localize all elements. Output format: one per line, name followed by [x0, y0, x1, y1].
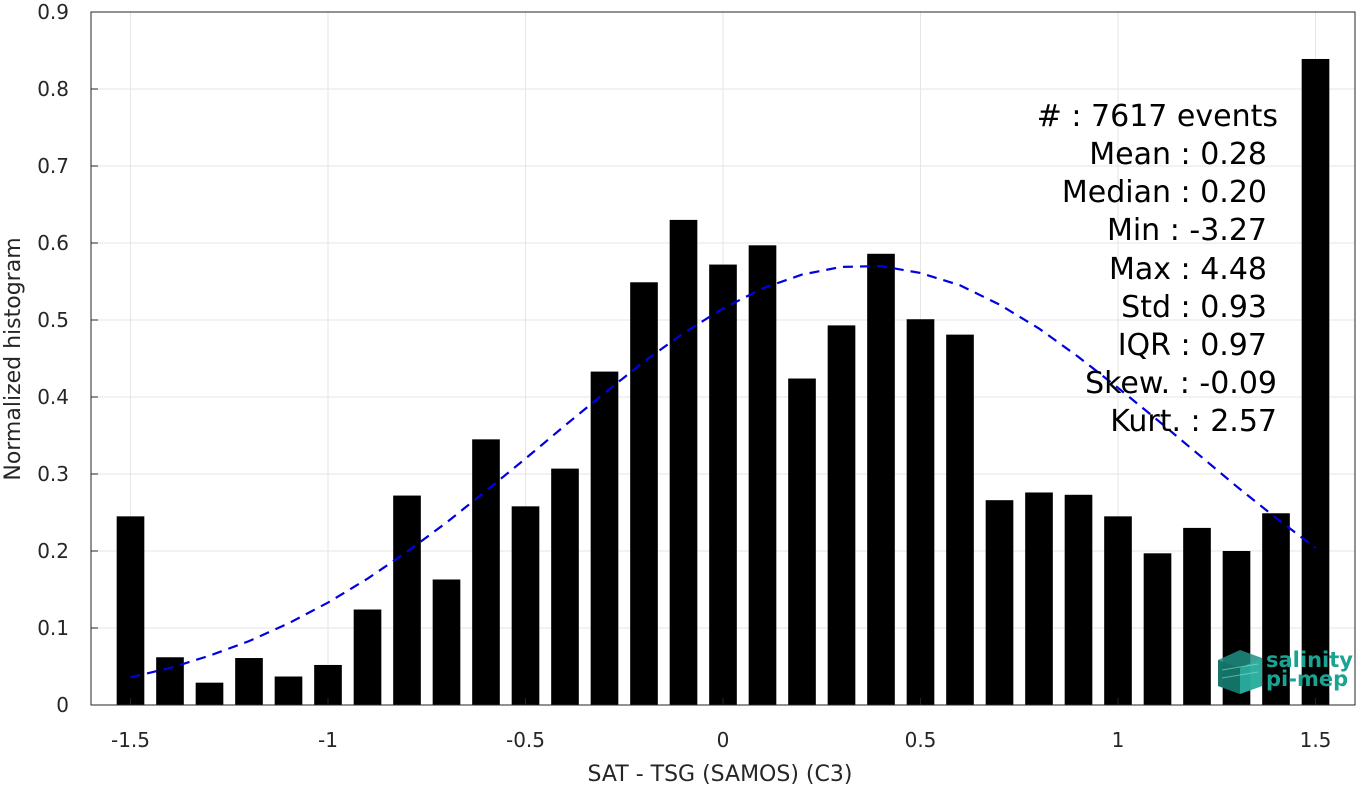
x-axis-label: SAT - TSG (SAMOS) (C3)	[588, 762, 853, 785]
statistics-annotation: # : 7617 events Mean : 0.28 Median : 0.2…	[1037, 99, 1278, 439]
histogram-bar	[393, 495, 421, 705]
y-tick-label: 0.5	[37, 308, 69, 332]
logo-text-salinity: salinity	[1266, 648, 1353, 672]
histogram-bar	[1143, 553, 1172, 705]
y-tick-label: 0.3	[37, 462, 69, 486]
histogram-bar	[867, 253, 895, 705]
histogram-bar	[669, 219, 698, 705]
histogram-bar	[116, 516, 145, 705]
histogram-bar	[985, 500, 1014, 705]
x-tick-label: 1	[1112, 728, 1125, 752]
histogram-bar	[1183, 527, 1211, 705]
histogram-bar	[630, 282, 658, 705]
histogram-bar	[1262, 513, 1290, 705]
stat-min: Min : -3.27	[1107, 213, 1267, 248]
salinity-pimep-logo: salinity pi-mep	[1218, 648, 1353, 694]
x-tick-label: -0.5	[506, 728, 545, 752]
stat-iqr: IQR : 0.97	[1118, 328, 1267, 363]
histogram-bar	[551, 468, 579, 705]
histogram-bar	[946, 334, 974, 705]
y-tick-label: 0.1	[37, 616, 69, 640]
histogram-bar	[511, 506, 540, 705]
histogram-bar	[1025, 492, 1053, 705]
histogram-bar	[788, 378, 816, 705]
histogram-bar	[590, 371, 619, 705]
histogram-bar	[432, 579, 461, 705]
y-axis-ticks: 0 0.1 0.2 0.3 0.4 0.5 0.6 0.7 0.8 0.9	[37, 0, 98, 717]
histogram-bar	[235, 658, 263, 705]
histogram-bar	[827, 325, 856, 705]
y-tick-label: 0.7	[37, 154, 69, 178]
x-tick-label: -1	[318, 728, 338, 752]
stat-mean: Mean : 0.28	[1089, 137, 1267, 172]
stat-median: Median : 0.20	[1062, 175, 1267, 210]
histogram-bar	[472, 439, 500, 705]
y-tick-label: 0.4	[37, 385, 69, 409]
logo-cube-icon	[1218, 650, 1262, 694]
histogram-bar	[1104, 516, 1132, 705]
histogram-bar	[709, 264, 737, 705]
logo-text-pimep: pi-mep	[1266, 667, 1348, 691]
histogram-bar	[353, 609, 382, 705]
stat-std: Std : 0.93	[1121, 290, 1267, 325]
histogram-bar	[274, 676, 303, 705]
histogram-bar	[1064, 494, 1093, 705]
y-tick-label: 0.6	[37, 231, 69, 255]
stat-max: Max : 4.48	[1109, 252, 1267, 287]
x-tick-label: 0.5	[905, 728, 937, 752]
histogram-bar	[748, 245, 777, 705]
x-tick-label: 0	[717, 728, 730, 752]
x-tick-label: -1.5	[111, 728, 150, 752]
histogram-bars	[116, 58, 1330, 706]
stat-events: # : 7617 events	[1037, 99, 1278, 134]
histogram-bar	[906, 319, 935, 705]
y-axis-label: Normalized histogram	[1, 237, 26, 480]
y-tick-label: 0.2	[37, 539, 69, 563]
histogram-bar	[195, 682, 224, 705]
stat-skewness: Skew. : -0.09	[1085, 366, 1277, 401]
y-tick-label: 0.9	[37, 0, 69, 24]
histogram-bar	[1301, 58, 1330, 706]
x-axis-ticks: -1.5 -1 -0.5 0 0.5 1 1.5	[111, 698, 1331, 752]
normal-fit-curve	[130, 264, 1317, 679]
histogram-bar	[156, 657, 184, 705]
y-tick-label: 0.8	[37, 77, 69, 101]
x-tick-label: 1.5	[1300, 728, 1332, 752]
stat-kurtosis: Kurt. : 2.57	[1110, 404, 1277, 439]
y-tick-label: 0	[56, 693, 69, 717]
